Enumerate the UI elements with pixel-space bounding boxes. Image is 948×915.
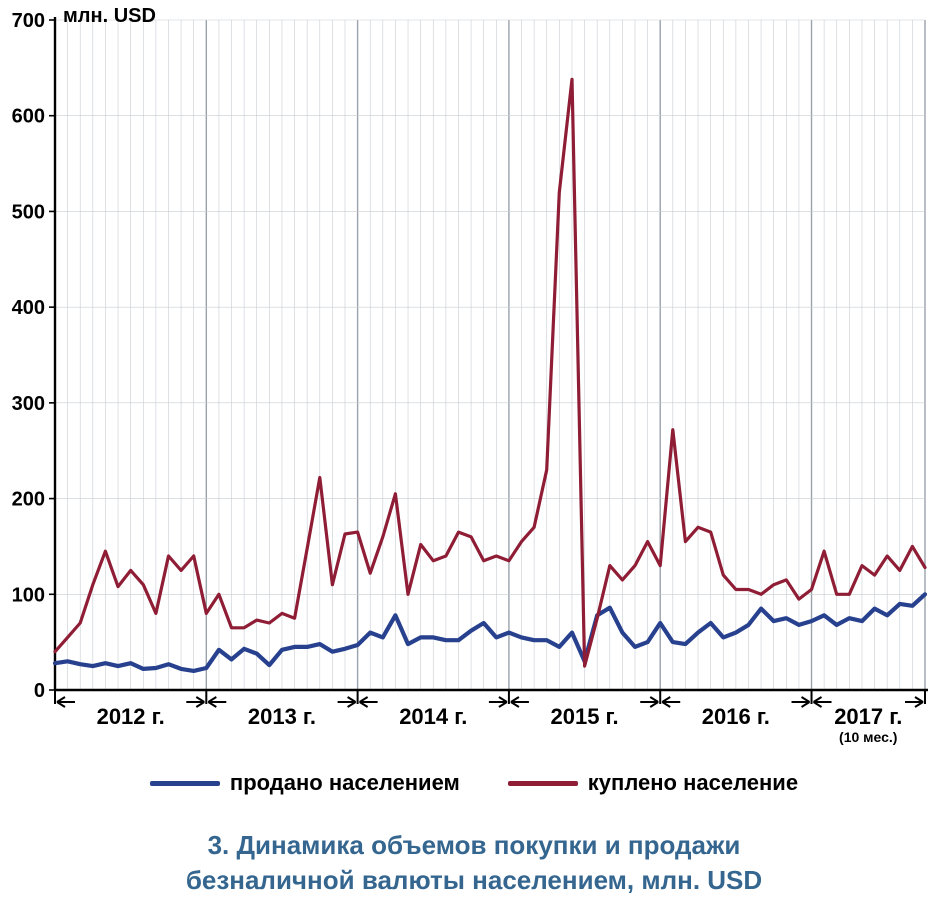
legend-item-bought: куплено население (508, 770, 798, 796)
legend-swatch (508, 781, 578, 786)
svg-text:400: 400 (12, 297, 45, 319)
svg-text:2012 г.: 2012 г. (97, 704, 165, 729)
legend-swatch (150, 781, 220, 786)
legend-label: куплено население (588, 770, 798, 796)
svg-text:2014 г.: 2014 г. (399, 704, 467, 729)
svg-text:(10 мес.): (10 мес.) (839, 729, 897, 745)
svg-text:200: 200 (12, 489, 45, 511)
legend: продано населением куплено население (0, 770, 948, 796)
svg-text:700: 700 (12, 10, 45, 32)
svg-text:2017 г.: 2017 г. (834, 704, 902, 729)
svg-text:2015 г.: 2015 г. (550, 704, 618, 729)
svg-text:2016 г.: 2016 г. (702, 704, 770, 729)
line-chart: 0 100 200 300 400 500 600 700 млн. USD 2012 г. 201… (0, 0, 948, 760)
chart-title: 3. Динамика объемов покупки и продажи бе… (0, 828, 948, 898)
svg-text:600: 600 (12, 106, 45, 128)
legend-label: продано населением (230, 770, 460, 796)
svg-text:0: 0 (34, 680, 45, 702)
legend-item-sold: продано населением (150, 770, 460, 796)
title-line-2: безналичной валюты населением, млн. USD (0, 863, 948, 898)
svg-text:млн. USD: млн. USD (63, 5, 156, 27)
svg-text:2013 г.: 2013 г. (248, 704, 316, 729)
svg-text:100: 100 (12, 584, 45, 606)
title-line-1: 3. Динамика объемов покупки и продажи (0, 828, 948, 863)
svg-text:500: 500 (12, 201, 45, 223)
svg-text:300: 300 (12, 393, 45, 415)
